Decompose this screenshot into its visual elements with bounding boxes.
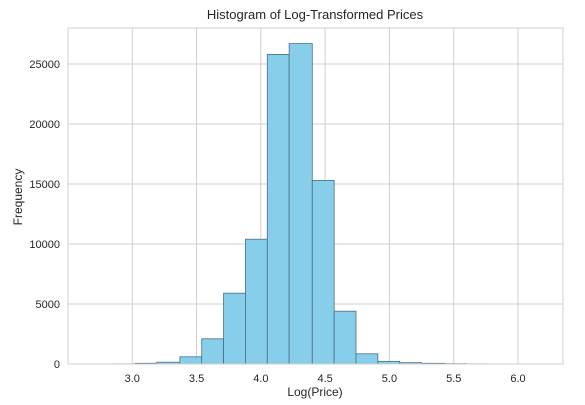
x-tick-label: 3.5 (189, 373, 204, 385)
y-tick-labels: 0 5000 10000 15000 20000 25000 (29, 59, 60, 371)
chart-title: Histogram of Log-Transformed Prices (207, 7, 424, 22)
x-tick-labels: 3.0 3.5 4.0 4.5 5.0 5.5 6.0 (125, 373, 526, 385)
histogram-bar (223, 292, 246, 365)
histogram-bar (245, 238, 268, 365)
histogram-bars (90, 43, 533, 365)
histogram-bar (311, 179, 335, 365)
x-tick-label: 4.5 (317, 373, 332, 385)
y-tick-label: 5000 (36, 299, 60, 311)
histogram-bar (266, 54, 290, 365)
y-tick-label: 10000 (29, 239, 60, 251)
x-tick-label: 4.0 (253, 373, 268, 385)
plot-frame (67, 27, 564, 365)
histogram-bar (201, 338, 224, 365)
histogram-bar (288, 43, 313, 365)
x-axis-label: Log(Price) (287, 385, 342, 399)
y-tick-label: 20000 (29, 119, 60, 131)
y-axis-label: Frequency (11, 169, 25, 226)
x-tick-label: 5.0 (382, 373, 397, 385)
x-tick-label: 3.0 (125, 373, 140, 385)
histogram-bar (179, 356, 203, 365)
x-tick-label: 5.5 (446, 373, 461, 385)
histogram-bar (333, 310, 357, 365)
y-tick-label: 25000 (29, 59, 60, 71)
x-tick-label: 6.0 (510, 373, 525, 385)
y-tick-label: 15000 (29, 179, 60, 191)
histogram-bar (355, 353, 379, 365)
y-tick-label: 0 (54, 359, 60, 371)
